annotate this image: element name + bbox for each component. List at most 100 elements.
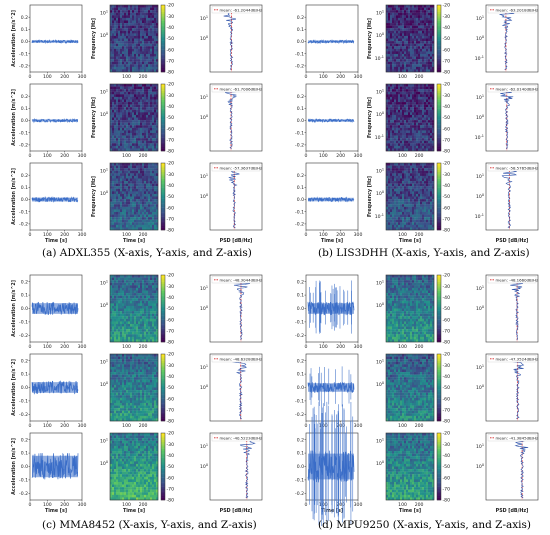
spectrogram-cell xyxy=(154,89,157,92)
spectrogram-cell xyxy=(408,48,411,52)
spectrogram-cell xyxy=(424,38,427,42)
spectrogram-cell xyxy=(156,219,159,223)
spectrogram-cell xyxy=(408,227,411,231)
spectrogram-cell xyxy=(398,170,401,174)
spectrogram-cell xyxy=(408,120,411,123)
spectrogram-cell xyxy=(120,293,123,296)
spectrogram-cell xyxy=(402,173,405,177)
spectrogram-cell xyxy=(148,196,151,200)
spectrogram-cell xyxy=(128,280,131,283)
spectrogram-cell xyxy=(148,318,151,322)
spectrogram-cell xyxy=(396,61,399,65)
spectrogram-cell xyxy=(130,326,133,330)
spectrogram-cell xyxy=(426,196,429,200)
colorbar-tick-label: -70 xyxy=(443,216,451,222)
psd-legend-label: mean: -48.3044dB/Hz xyxy=(220,277,263,282)
spectrogram-cell xyxy=(390,59,393,62)
spectrogram-cell xyxy=(154,7,157,11)
spectrogram-cell xyxy=(120,96,123,100)
spectrogram-cell xyxy=(134,175,137,179)
spectrogram-cell xyxy=(396,175,399,179)
spectrogram-cell xyxy=(424,112,427,116)
spectrogram-cell xyxy=(404,178,407,182)
spectrogram-cell xyxy=(114,96,117,100)
spectrogram-cell xyxy=(128,107,131,110)
spectrogram-cell xyxy=(386,15,389,19)
spectrogram-cell xyxy=(120,321,123,325)
colorbar-segment xyxy=(161,205,165,208)
spectrogram-cell xyxy=(420,183,423,187)
spectrogram-cell xyxy=(410,30,413,34)
colorbar-segment xyxy=(161,321,165,325)
spectrogram-cell xyxy=(424,209,427,213)
spectrogram-cell xyxy=(128,186,131,189)
spectrogram-cell xyxy=(142,51,145,55)
spectrogram-cell xyxy=(110,84,113,87)
spectrogram-cell xyxy=(410,41,413,44)
spectrogram-cell xyxy=(402,211,405,215)
spectrogram-cell xyxy=(130,178,133,182)
spectrogram-cell xyxy=(426,30,429,34)
spectrogram-ytick-label: 100 xyxy=(100,190,108,197)
spectrogram-cell xyxy=(430,127,433,131)
spectrogram-cell xyxy=(132,59,135,62)
spectrogram-cell xyxy=(116,186,119,189)
spectrogram-cell xyxy=(410,138,413,141)
spectrogram-cell xyxy=(110,91,113,95)
spectrogram-cell xyxy=(400,132,403,136)
spectrogram-cell xyxy=(412,132,415,136)
spectrogram-cell xyxy=(392,109,395,113)
spectrogram-cell xyxy=(152,61,155,65)
spectrogram-xtick-label: 100 xyxy=(122,344,131,350)
spectrogram-cell xyxy=(130,329,133,332)
spectrogram-cell xyxy=(398,173,401,177)
spectrogram-cell xyxy=(428,102,431,105)
spectrogram-cell xyxy=(392,15,395,19)
spectrogram-cell xyxy=(142,28,145,31)
spectrogram-cell xyxy=(156,275,159,278)
spectrogram-cell xyxy=(430,38,433,42)
spectrogram-cell xyxy=(424,96,427,100)
spectrogram-cell xyxy=(388,35,391,39)
spectrogram-cell xyxy=(394,120,397,123)
spectrogram-cell xyxy=(110,201,113,205)
time-xtick-label: 0 xyxy=(305,74,308,80)
psd-ytick-label: 101 xyxy=(476,94,484,101)
spectrogram-cell xyxy=(140,104,143,108)
spectrogram-cell xyxy=(116,117,119,121)
spectrogram-cell xyxy=(156,114,159,118)
spectrogram-cell xyxy=(428,64,431,67)
spectrogram-cell xyxy=(124,135,127,139)
spectrogram-cell xyxy=(392,46,395,49)
spectrogram-cell xyxy=(408,191,411,195)
spectrogram-cell xyxy=(146,163,149,166)
spectrogram-cell xyxy=(402,222,405,225)
spectrogram-cell xyxy=(152,217,155,220)
spectrogram-cell xyxy=(410,109,413,113)
spectrogram-cell xyxy=(396,107,399,110)
spectrogram-cell xyxy=(138,117,141,121)
spectrogram-cell xyxy=(406,165,409,169)
spectrogram-cell xyxy=(136,339,139,343)
spectrogram-cell xyxy=(152,186,155,189)
spectrogram-cell xyxy=(134,293,137,296)
spectrogram-cell xyxy=(132,199,135,202)
spectrogram-cell xyxy=(114,356,117,360)
spectrogram-cell xyxy=(156,303,159,307)
spectrogram-ytick-label: 100 xyxy=(376,190,384,197)
spectrogram-cell xyxy=(120,219,123,223)
spectrogram-cell xyxy=(422,122,425,126)
spectrogram-cell xyxy=(138,20,141,24)
spectrogram-cell xyxy=(132,175,135,179)
spectrogram-cell xyxy=(414,41,417,44)
colorbar-segment xyxy=(161,49,165,53)
spectrogram-cell xyxy=(408,5,411,8)
colorbar-segment xyxy=(437,142,441,145)
spectrogram-cell xyxy=(138,127,141,131)
spectrogram-cell xyxy=(400,168,403,171)
spectrogram-cell xyxy=(408,183,411,187)
spectrogram-cell xyxy=(110,61,113,65)
spectrogram-cell xyxy=(400,214,403,218)
spectrogram-cell xyxy=(122,178,125,182)
